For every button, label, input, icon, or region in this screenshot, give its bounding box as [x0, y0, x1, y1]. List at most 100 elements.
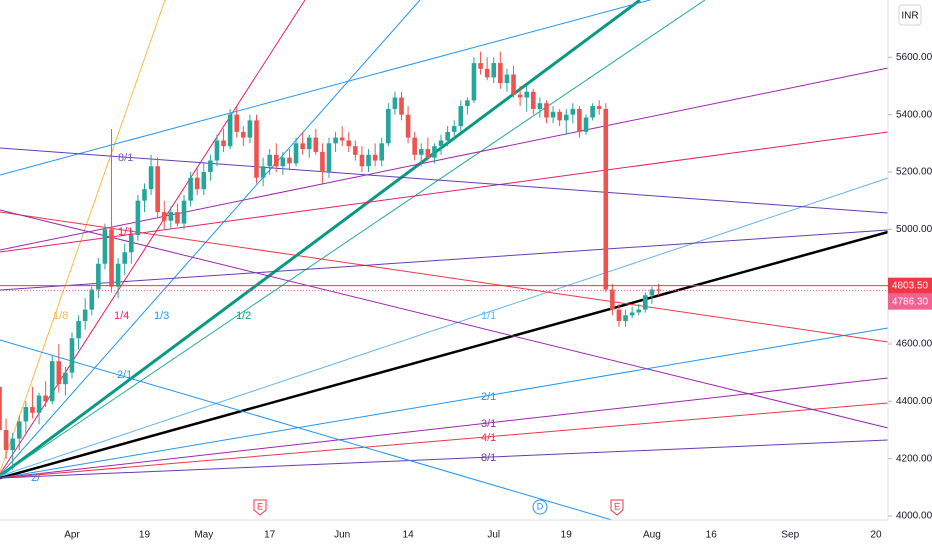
candle-body: [10, 438, 15, 451]
candle-body: [241, 131, 246, 138]
candle-body: [563, 114, 569, 121]
candle-body: [175, 212, 180, 224]
candle-body: [63, 372, 68, 385]
x-tick-label: May: [194, 530, 213, 541]
candle-body: [471, 63, 477, 101]
candle-body: [379, 143, 385, 161]
x-tick-label: 14: [403, 530, 415, 541]
candle-body: [227, 114, 233, 147]
candle-body: [386, 108, 391, 144]
candle-body: [254, 120, 259, 178]
price-tag-label: 4803.50: [892, 280, 929, 291]
drawings: [0, 0, 889, 521]
candle-body: [273, 154, 279, 167]
price-tag: [888, 293, 932, 310]
fan-label: 1/1: [118, 226, 133, 238]
candle-body: [465, 100, 470, 107]
candle-body: [129, 235, 134, 253]
fan-label: 3/1: [481, 418, 496, 430]
candle-body: [142, 189, 147, 201]
candle-body: [498, 63, 503, 84]
candle-body: [656, 289, 661, 291]
candle-body: [517, 94, 523, 98]
x-tick-label: 17: [264, 530, 276, 541]
candle-body: [478, 63, 483, 69]
candle-body: [550, 111, 556, 118]
candle-body: [43, 395, 48, 402]
y-tick-label: 4200.00: [896, 453, 932, 464]
candle-body: [36, 395, 42, 413]
event-label: E: [614, 501, 620, 511]
candle-body: [201, 171, 207, 190]
candle-body: [346, 140, 352, 147]
candle-body: [418, 149, 424, 155]
event-marker[interactable]: E: [253, 499, 267, 516]
fan-label: 1/8: [53, 310, 68, 322]
fan-label: 4/1: [481, 432, 496, 444]
candle-body: [188, 177, 193, 201]
candle-body: [353, 146, 358, 155]
candle-body: [366, 154, 371, 167]
y-tick-label: 5600.00: [896, 52, 932, 63]
candle-body: [115, 263, 121, 287]
candle-body: [168, 212, 174, 221]
x-tick-label: 16: [706, 530, 718, 541]
candle-body: [326, 143, 332, 172]
candle-body: [405, 114, 411, 138]
candle-body: [214, 140, 220, 161]
candle-body: [412, 137, 417, 155]
x-tick-label: 20: [870, 530, 882, 541]
currency-box[interactable]: [898, 4, 922, 26]
plot: [0, 51, 661, 471]
candle-body: [537, 103, 543, 109]
candle-body: [280, 157, 286, 167]
candle-body: [49, 361, 55, 402]
candle-body: [109, 229, 114, 287]
candle-body: [82, 309, 88, 322]
price-tag: [888, 277, 932, 294]
candle-body: [3, 429, 9, 451]
event-label: E: [257, 501, 263, 511]
y-tick-label: 4400.00: [896, 396, 932, 407]
candle-body: [484, 68, 490, 78]
candle-body: [445, 131, 450, 141]
fan-label: 2/1: [117, 369, 132, 381]
candle-body: [524, 91, 529, 98]
candle-body: [247, 120, 253, 138]
event-marker[interactable]: D: [532, 499, 548, 515]
fan-label: 2/: [31, 472, 41, 484]
fan-label: 2/1: [481, 391, 496, 403]
candle-body: [306, 137, 312, 150]
candle-body: [69, 338, 75, 373]
candle-body: [208, 160, 213, 172]
candle-body: [399, 97, 404, 115]
candle-body: [339, 137, 345, 141]
y-tick-label: 5200.00: [896, 167, 932, 178]
candle-body: [260, 166, 266, 178]
candle-body: [16, 421, 22, 439]
candle-body: [234, 114, 240, 132]
candle-body: [570, 108, 576, 115]
candle-body: [610, 289, 615, 310]
x-tick-label: Sep: [781, 530, 799, 541]
candle-body: [583, 117, 589, 132]
event-label: D: [537, 501, 544, 511]
y-tick-label: 4600.00: [896, 339, 932, 350]
candle-body: [161, 212, 167, 221]
x-tick-label: 19: [561, 530, 573, 541]
candle-body: [56, 361, 62, 385]
candle-body: [0, 386, 2, 430]
candle-body: [372, 154, 378, 161]
candle-body: [603, 108, 609, 290]
candle-body: [590, 106, 595, 118]
price-tag-label: 4786.30: [892, 296, 929, 307]
candle-body: [155, 166, 160, 213]
y-tick-label: 4000.00: [896, 511, 932, 522]
candle-body: [511, 74, 516, 95]
event-badge: [253, 499, 267, 516]
event-marker[interactable]: E: [610, 499, 624, 516]
candle-body: [320, 151, 325, 172]
x-tick-label: Jun: [334, 530, 350, 541]
